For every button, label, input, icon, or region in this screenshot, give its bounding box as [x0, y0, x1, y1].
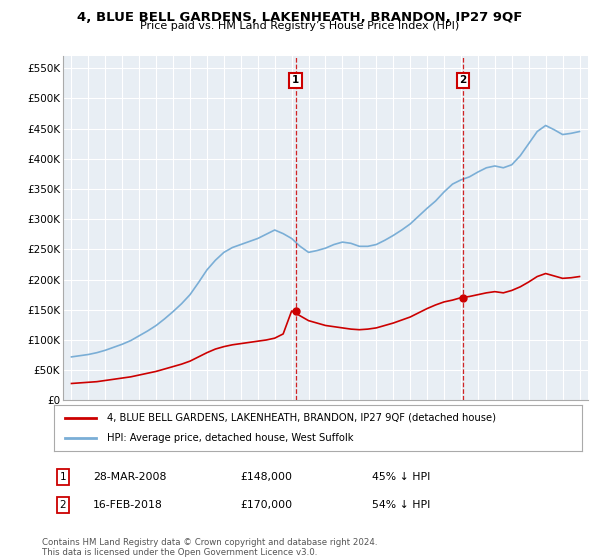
Text: £148,000: £148,000 — [240, 472, 292, 482]
Text: 54% ↓ HPI: 54% ↓ HPI — [372, 500, 430, 510]
Text: Contains HM Land Registry data © Crown copyright and database right 2024.
This d: Contains HM Land Registry data © Crown c… — [42, 538, 377, 557]
Text: £170,000: £170,000 — [240, 500, 292, 510]
Text: 2: 2 — [460, 75, 467, 85]
Text: 4, BLUE BELL GARDENS, LAKENHEATH, BRANDON, IP27 9QF (detached house): 4, BLUE BELL GARDENS, LAKENHEATH, BRANDO… — [107, 413, 496, 423]
Text: Price paid vs. HM Land Registry’s House Price Index (HPI): Price paid vs. HM Land Registry’s House … — [140, 21, 460, 31]
Text: 16-FEB-2018: 16-FEB-2018 — [93, 500, 163, 510]
Text: 45% ↓ HPI: 45% ↓ HPI — [372, 472, 430, 482]
Text: 28-MAR-2008: 28-MAR-2008 — [93, 472, 166, 482]
Text: 2: 2 — [59, 500, 67, 510]
Text: HPI: Average price, detached house, West Suffolk: HPI: Average price, detached house, West… — [107, 433, 353, 443]
Text: 1: 1 — [59, 472, 67, 482]
Text: 1: 1 — [292, 75, 299, 85]
Text: 4, BLUE BELL GARDENS, LAKENHEATH, BRANDON, IP27 9QF: 4, BLUE BELL GARDENS, LAKENHEATH, BRANDO… — [77, 11, 523, 24]
